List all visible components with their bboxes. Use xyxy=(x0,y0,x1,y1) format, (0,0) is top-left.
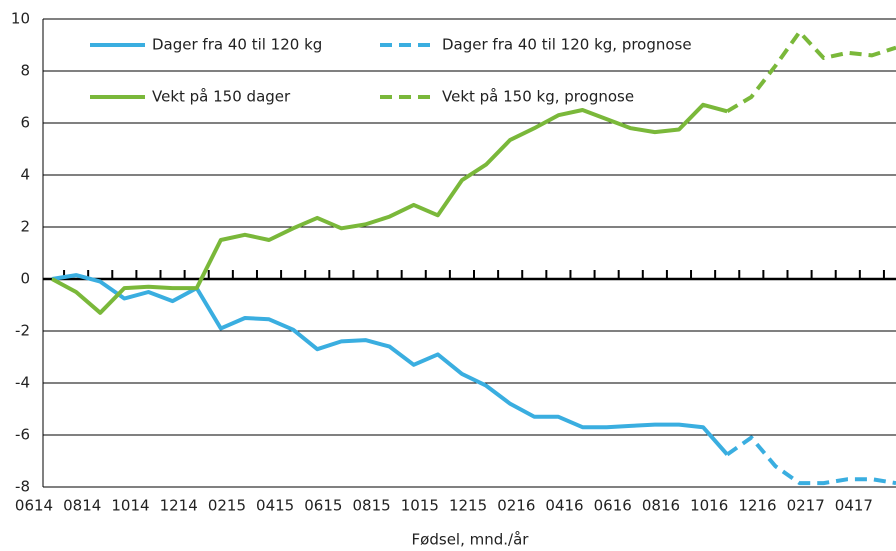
series-line xyxy=(726,30,896,114)
x-tick-label: 1016 xyxy=(690,497,728,515)
x-axis-label: Fødsel, mnd./år xyxy=(412,531,530,549)
y-tick-label: -2 xyxy=(15,322,30,340)
y-tick-label: 0 xyxy=(20,270,30,288)
y-tick-label: -6 xyxy=(15,426,30,444)
x-tick-label: 0416 xyxy=(545,497,583,515)
x-tick-label: 1216 xyxy=(738,497,776,515)
x-tick-label: 0615 xyxy=(304,497,342,515)
series-line xyxy=(726,435,896,486)
x-tick-label: 0616 xyxy=(594,497,632,515)
series-line xyxy=(51,102,728,315)
x-tick-label: 1215 xyxy=(449,497,487,515)
x-tick-label: 0816 xyxy=(642,497,680,515)
legend-label: Vekt på 150 kg, prognose xyxy=(442,88,634,106)
series-line xyxy=(51,273,729,456)
y-tick-label: 6 xyxy=(20,114,30,132)
x-tick-label: 1015 xyxy=(401,497,439,515)
y-tick-label: 10 xyxy=(11,10,30,28)
x-tick-label: 1014 xyxy=(111,497,149,515)
y-tick-label: 4 xyxy=(20,166,30,184)
x-tick-label: 0814 xyxy=(63,497,101,515)
legend-label: Vekt på 150 dager xyxy=(152,88,291,106)
legend-label: Dager fra 40 til 120 kg, prognose xyxy=(442,36,692,54)
legend-label: Dager fra 40 til 120 kg xyxy=(152,36,322,54)
x-tick-label: 0217 xyxy=(787,497,825,515)
x-tick-label: 0815 xyxy=(353,497,391,515)
x-tick-label: 0614 xyxy=(15,497,53,515)
y-tick-label: -4 xyxy=(15,374,30,392)
y-tick-label: 8 xyxy=(20,62,30,80)
x-tick-label: 1214 xyxy=(160,497,198,515)
x-tick-label: 0417 xyxy=(835,497,873,515)
y-tick-label: -8 xyxy=(15,478,30,496)
x-tick-label: 0216 xyxy=(497,497,535,515)
x-tick-label: 0415 xyxy=(256,497,294,515)
x-tick-label: 0215 xyxy=(208,497,246,515)
y-tick-label: 2 xyxy=(20,218,30,236)
